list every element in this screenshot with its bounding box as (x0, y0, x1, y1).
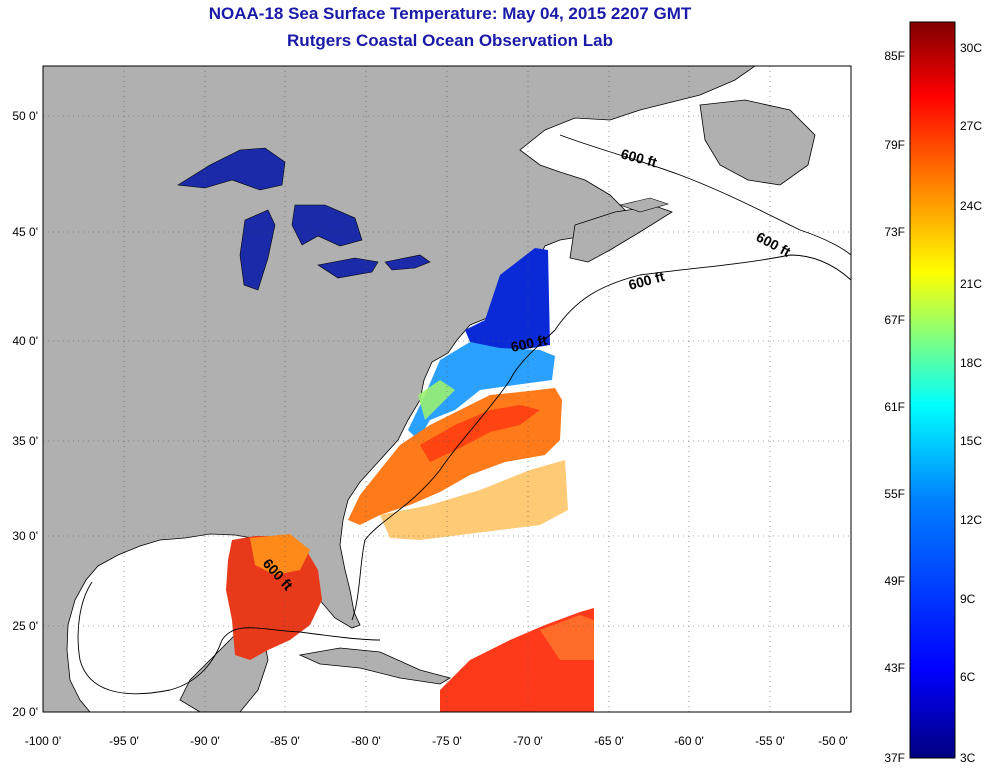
lat-tick-label: 40 0' (12, 334, 38, 348)
sst-cold-northeast (465, 248, 550, 350)
map-subtitle: Rutgers Coastal Ocean Observation Lab (287, 31, 613, 50)
colorbar-c-label: 24C (960, 199, 982, 213)
lon-tick-label: -50 0' (818, 734, 848, 748)
map-title: NOAA-18 Sea Surface Temperature: May 04,… (208, 4, 692, 23)
colorbar-f-label: 43F (884, 661, 905, 675)
colorbar-f-label: 49F (884, 574, 905, 588)
lat-tick-label: 20 0' (12, 705, 38, 719)
colorbar-c-labels: 30C 27C 24C 21C 18C 15C 12C 9C 6C 3C (960, 41, 982, 765)
colorbar-f-label: 85F (884, 49, 905, 63)
land-newfoundland (699, 99, 816, 186)
colorbar-f-label: 79F (884, 138, 905, 152)
lat-tick-label: 45 0' (12, 225, 38, 239)
land-nova-scotia (569, 205, 673, 263)
sst-shelf-green (418, 380, 455, 420)
colorbar-f-label: 67F (884, 313, 905, 327)
colorbar-c-label: 27C (960, 119, 982, 133)
lat-tick-label: 25 0' (12, 619, 38, 633)
contour-label: 600 ft (509, 332, 548, 355)
colorbar-f-label: 61F (884, 400, 905, 414)
colorbar-c-label: 18C (960, 356, 982, 370)
colorbar-c-label: 12C (960, 513, 982, 527)
lon-tick-label: -95 0' (109, 734, 139, 748)
lat-tick-labels: 20 0' 25 0' 30 0' 35 0' 40 0' 45 0' 50 0… (12, 109, 38, 719)
lon-tick-label: -65 0' (594, 734, 624, 748)
colorbar-f-label: 37F (884, 751, 905, 765)
great-lakes (177, 147, 431, 291)
lon-tick-label: -70 0' (513, 734, 543, 748)
lon-tick-label: -75 0' (432, 734, 462, 748)
colorbar (909, 21, 956, 759)
colorbar-c-label: 15C (960, 434, 982, 448)
lon-tick-label: -60 0' (674, 734, 704, 748)
colorbar-f-label: 73F (884, 225, 905, 239)
lon-tick-labels: -100 0' -95 0' -90 0' -85 0' -80 0' -75 … (25, 734, 848, 748)
lon-tick-label: -85 0' (270, 734, 300, 748)
colorbar-f-label: 55F (884, 487, 905, 501)
colorbar-c-label: 9C (960, 592, 976, 606)
sst-gulf-stream-core (420, 405, 540, 462)
land-prince-edward (618, 197, 670, 213)
colorbar-c-label: 21C (960, 277, 982, 291)
colorbar-c-label: 30C (960, 41, 982, 55)
lon-tick-label: -55 0' (755, 734, 785, 748)
lat-tick-label: 35 0' (12, 434, 38, 448)
lon-tick-label: -90 0' (190, 734, 220, 748)
colorbar-c-label: 3C (960, 751, 976, 765)
lon-tick-label: -100 0' (25, 734, 61, 748)
colorbar-c-label: 6C (960, 670, 976, 684)
lat-tick-label: 30 0' (12, 529, 38, 543)
map-frame (42, 65, 852, 713)
land-cuba (298, 647, 452, 685)
lat-tick-label: 50 0' (12, 109, 38, 123)
colorbar-f-labels: 85F 79F 73F 67F 61F 55F 49F 43F 37F (884, 49, 905, 765)
sst-gulf-orange (250, 534, 310, 575)
lon-tick-label: -80 0' (351, 734, 381, 748)
sst-patchy-offshore (380, 460, 568, 540)
isobath-600ft (77, 134, 851, 695)
